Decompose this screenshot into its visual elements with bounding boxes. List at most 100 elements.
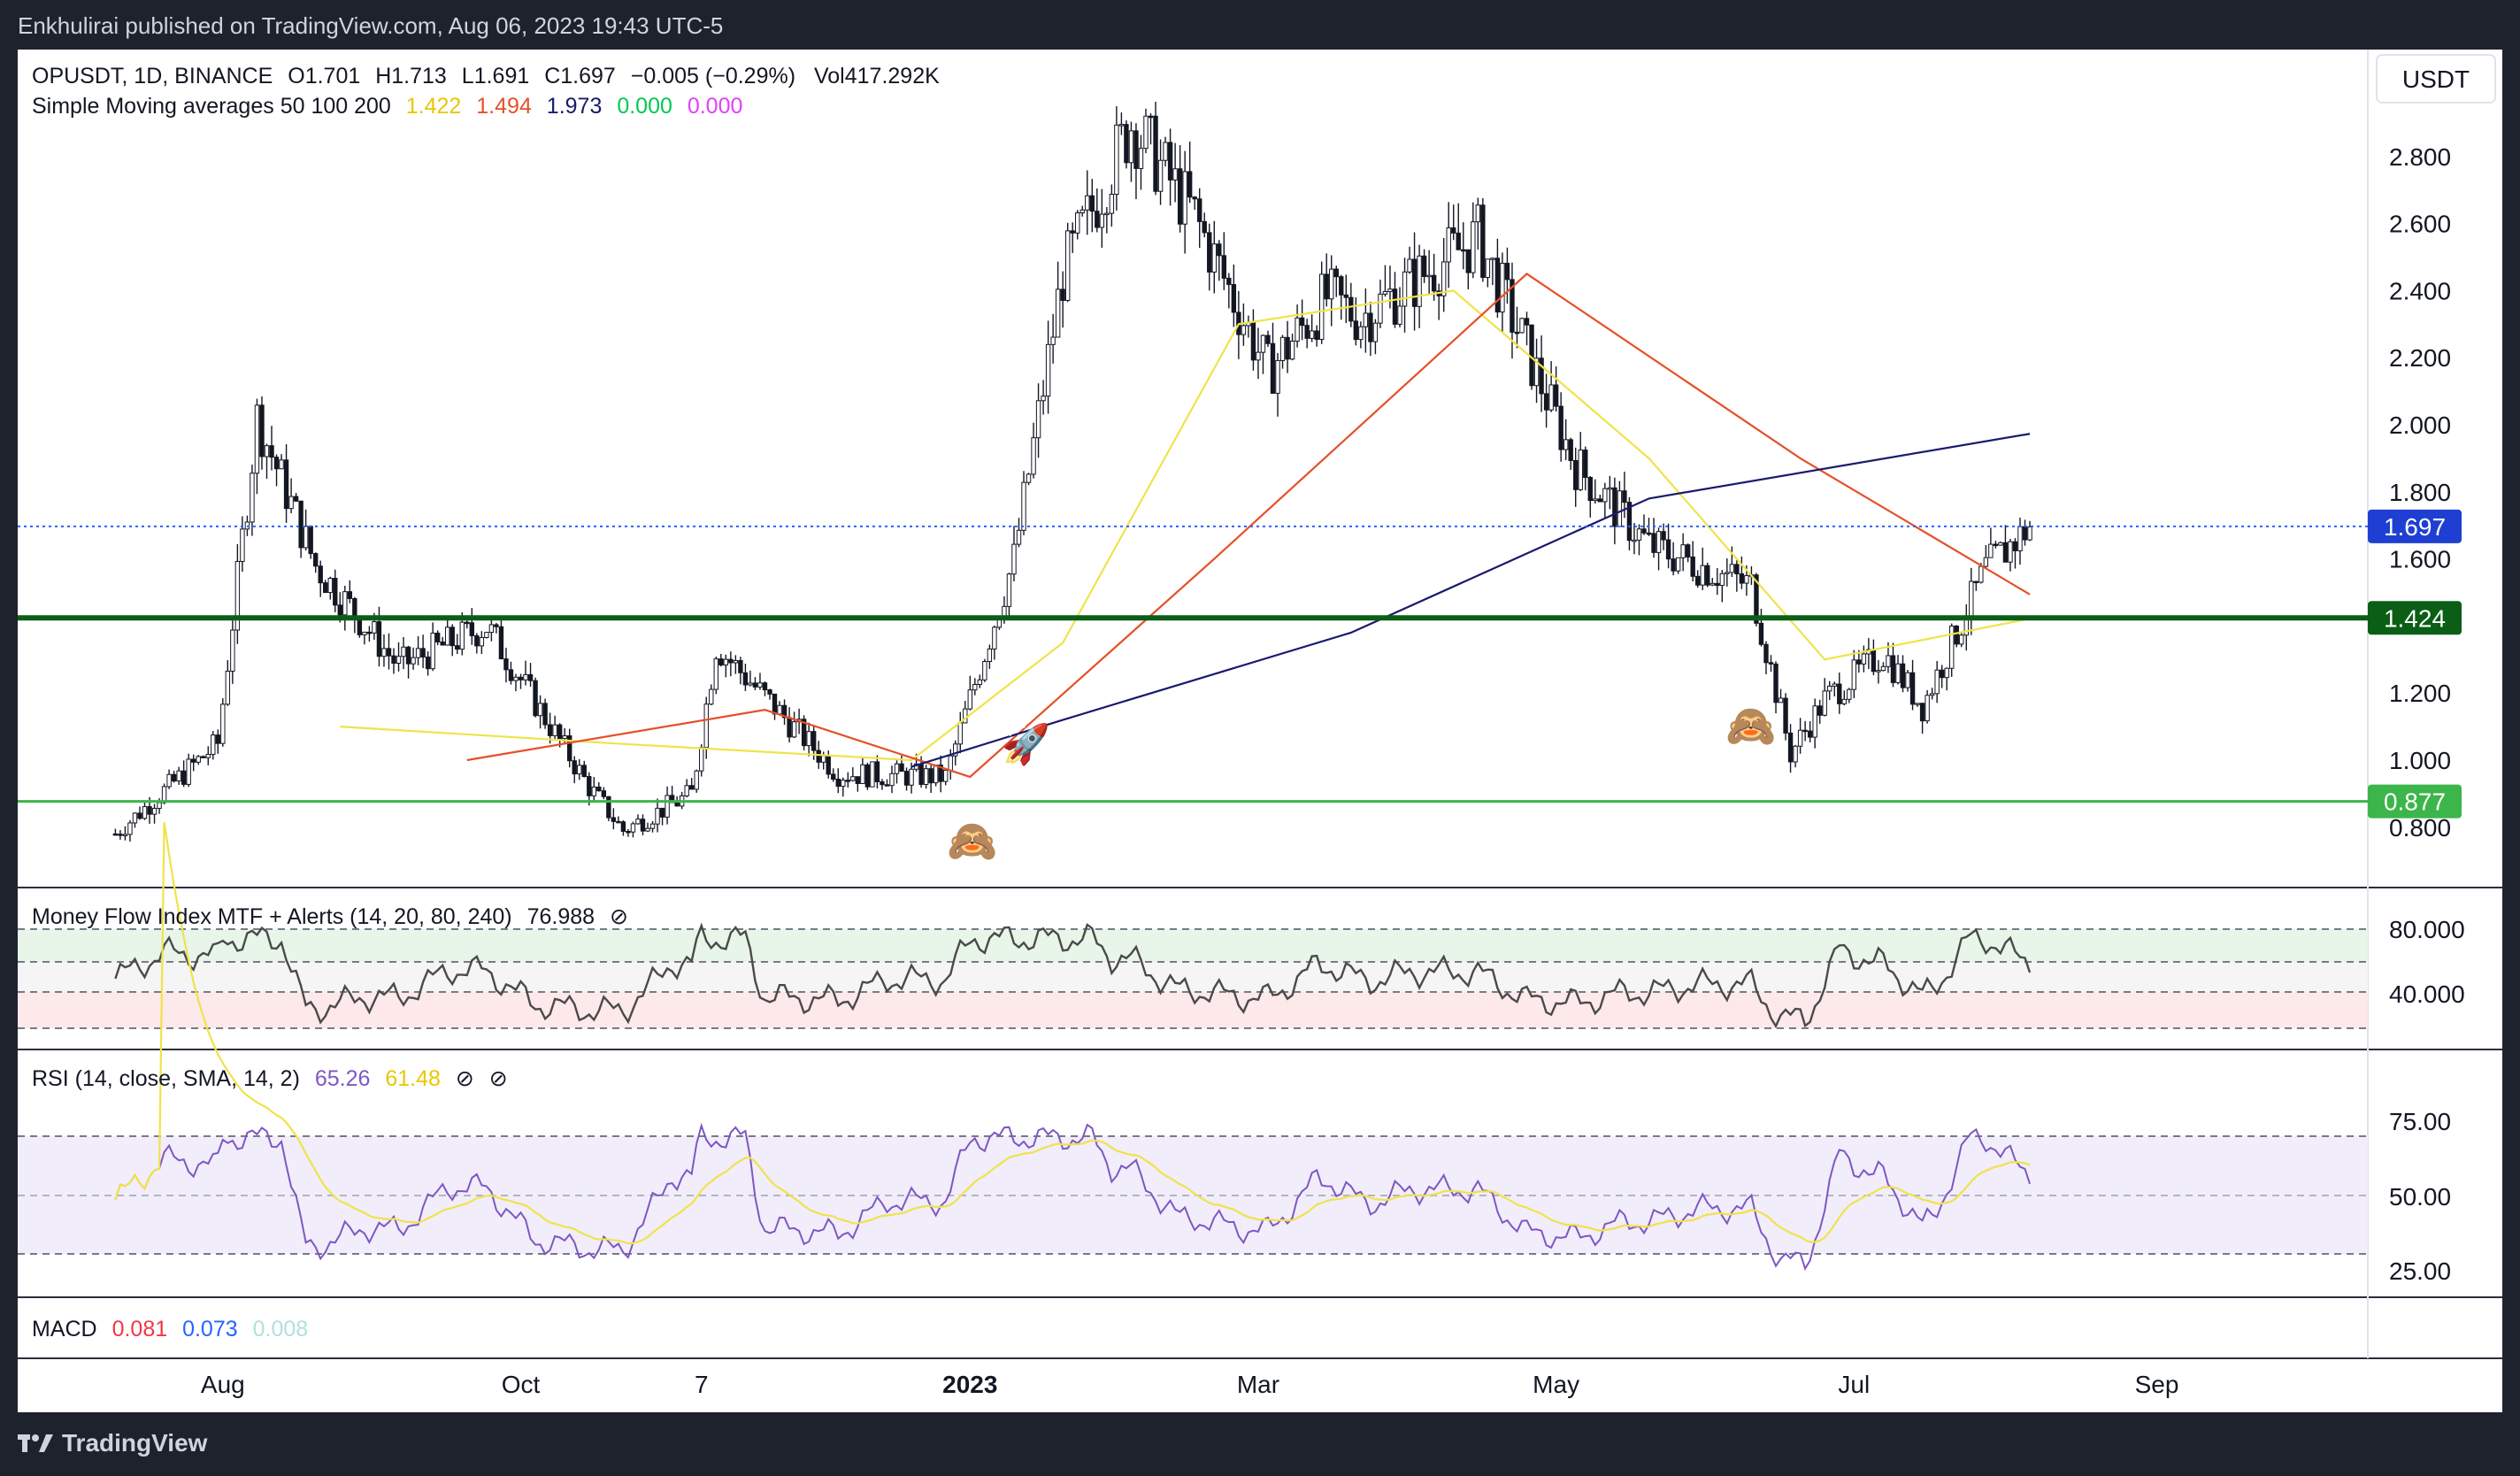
price-tick-label: 2.000 <box>2389 411 2451 439</box>
candle <box>709 684 714 705</box>
candle <box>2027 520 2032 542</box>
rocket-emoji: 🚀 <box>1002 722 1050 766</box>
candle-body <box>1070 230 1075 234</box>
candle-body <box>1895 663 1901 683</box>
candle-body <box>821 755 826 763</box>
candle-body <box>1827 685 1832 692</box>
mfi-value: 76.988 <box>527 904 595 929</box>
candle <box>1983 545 1989 569</box>
candle <box>176 766 181 785</box>
candle <box>1143 108 1149 154</box>
candle <box>742 664 749 691</box>
candle-body <box>1700 565 1705 586</box>
oscillator-lines <box>114 821 2032 1272</box>
candle-body <box>850 776 856 781</box>
rsi-legend: RSI (14, close, SMA, 14, 2) 65.26 61.48 … <box>32 1066 508 1091</box>
candle <box>1510 262 1515 359</box>
candle-body <box>1729 564 1735 573</box>
candle-body <box>987 648 993 662</box>
candle <box>567 728 572 768</box>
price-tick-label: 2.600 <box>2389 211 2451 238</box>
candle <box>211 730 216 760</box>
candle-body <box>1402 271 1408 307</box>
rsi-line <box>114 1122 2031 1272</box>
candle <box>533 677 538 718</box>
candle-body <box>347 591 353 599</box>
candle-body <box>562 735 567 740</box>
candle <box>1333 265 1339 297</box>
candle-body <box>459 621 465 650</box>
sma-lines <box>340 273 2031 779</box>
candle <box>1006 573 1012 617</box>
candle-body <box>826 755 831 775</box>
candle <box>1612 477 1617 545</box>
sma4-value: 0.000 <box>617 94 672 119</box>
candle-body <box>1421 255 1427 277</box>
candle <box>831 768 836 782</box>
candle-body <box>713 658 718 690</box>
price-tick-label: 1.600 <box>2389 546 2451 573</box>
candle <box>1587 475 1593 518</box>
mfi-tick-80: 80.000 <box>2389 916 2465 943</box>
candle-body <box>537 703 543 717</box>
candle-body <box>1045 343 1051 397</box>
candle-body <box>469 622 475 636</box>
candle <box>1490 258 1495 286</box>
candle <box>1998 541 2003 546</box>
candle <box>259 396 265 470</box>
candle-body <box>835 779 841 788</box>
candle-body <box>293 496 299 502</box>
candle-body <box>1157 159 1164 192</box>
candle-body <box>742 672 749 686</box>
candle-body <box>659 807 665 818</box>
candle-body <box>176 770 181 782</box>
candle <box>757 673 763 690</box>
candle <box>1695 570 1701 588</box>
currency-button[interactable] <box>2376 54 2496 104</box>
candle <box>1109 184 1115 227</box>
candle <box>738 657 743 685</box>
candle <box>523 660 528 686</box>
candle <box>581 760 587 778</box>
candle-body <box>1426 274 1432 278</box>
candle-body <box>1715 582 1720 587</box>
tradingview-logo[interactable]: TradingView <box>18 1429 207 1457</box>
chart-canvas[interactable]: 1.697 1.424 0.877 🙈 🙈 🚀 OPUSDT, 1D, BINANC… <box>18 50 2502 1412</box>
candle <box>1309 314 1315 342</box>
candle-body <box>1451 227 1456 234</box>
candle-body <box>1851 659 1857 690</box>
candle-body <box>1646 532 1652 535</box>
candle <box>293 493 299 503</box>
candle-body <box>1231 284 1237 313</box>
candle-body <box>254 404 260 474</box>
candle <box>1417 244 1422 328</box>
price-tick-label: 2.800 <box>2389 143 2451 171</box>
candle-body <box>420 648 426 657</box>
candle <box>1421 249 1427 283</box>
candle-body <box>587 776 592 796</box>
candle <box>1661 523 1666 550</box>
horizontal-levels[interactable]: 1.697 1.424 0.877 <box>18 509 2462 819</box>
candle <box>1797 718 1803 754</box>
candle <box>1363 288 1369 353</box>
candle <box>1324 253 1329 307</box>
candle-body <box>1182 171 1187 225</box>
candle-body <box>777 704 782 715</box>
candle-body <box>1758 622 1764 645</box>
candle <box>694 769 699 793</box>
candle-body <box>318 565 323 584</box>
candle <box>1602 482 1608 519</box>
candle <box>1812 698 1817 749</box>
candle <box>928 765 933 794</box>
candle <box>1270 322 1276 395</box>
candle-body <box>1353 320 1359 341</box>
candle <box>1397 287 1402 327</box>
candle-body <box>240 528 245 562</box>
candle-body <box>963 708 968 724</box>
candle-body <box>787 717 792 738</box>
candle <box>596 782 602 792</box>
candle <box>591 777 596 801</box>
candle-body <box>381 648 387 657</box>
time-tick-label: Oct <box>502 1371 541 1398</box>
candle-body <box>323 582 328 594</box>
